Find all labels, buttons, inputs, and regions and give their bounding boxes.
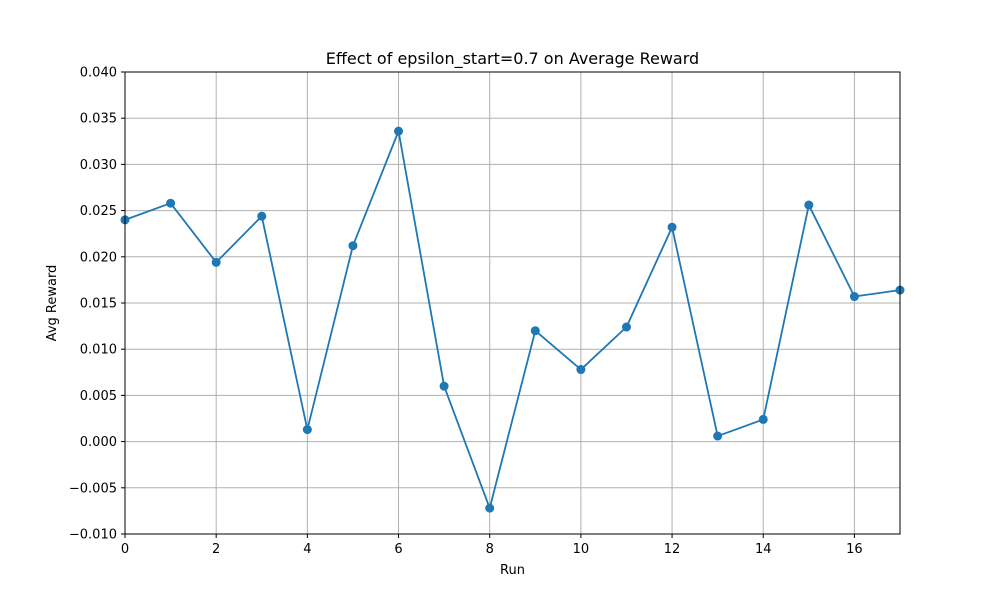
y-tick-label: 0.020 bbox=[80, 250, 117, 265]
data-point-marker bbox=[804, 200, 814, 210]
data-point-marker bbox=[713, 431, 723, 441]
y-tick-label: 0.000 bbox=[80, 435, 117, 450]
x-tick-label: 2 bbox=[212, 542, 220, 557]
x-tick-label: 12 bbox=[664, 542, 681, 557]
data-point-marker bbox=[394, 126, 404, 136]
data-point-marker bbox=[257, 211, 267, 221]
data-point-marker bbox=[576, 365, 586, 375]
data-point-marker bbox=[439, 381, 449, 391]
x-tick-label: 4 bbox=[303, 542, 311, 557]
data-point-marker bbox=[758, 414, 768, 424]
chart-title: Effect of epsilon_start=0.7 on Average R… bbox=[326, 49, 699, 69]
y-tick-label: 0.005 bbox=[80, 389, 117, 404]
x-tick-label: 0 bbox=[121, 542, 129, 557]
x-axis-title: Run bbox=[500, 563, 525, 578]
data-point-marker bbox=[302, 425, 312, 435]
series-line bbox=[124, 130, 901, 510]
y-tick-label: −0.005 bbox=[69, 481, 117, 496]
x-tick-label: 16 bbox=[846, 542, 863, 557]
x-tick-label: 10 bbox=[573, 542, 590, 557]
data-point-marker bbox=[849, 292, 859, 302]
y-tick-label: 0.010 bbox=[80, 343, 117, 358]
y-tick-label: −0.010 bbox=[69, 528, 117, 543]
grid bbox=[124, 71, 900, 535]
data-point-marker bbox=[485, 503, 495, 513]
data-point-marker bbox=[166, 198, 176, 208]
data-point-marker bbox=[348, 241, 358, 251]
data-point-marker bbox=[530, 326, 540, 336]
data-point-marker bbox=[667, 222, 677, 232]
y-tick-label: 0.015 bbox=[80, 297, 117, 312]
y-tick-label: 0.030 bbox=[80, 158, 117, 173]
y-tick-label: 0.040 bbox=[80, 66, 117, 81]
y-axis-title: Avg Reward bbox=[45, 265, 60, 342]
series-layer bbox=[120, 126, 905, 513]
x-tick-label: 14 bbox=[755, 542, 772, 557]
data-point-marker bbox=[621, 322, 631, 332]
x-tick-label: 6 bbox=[394, 542, 402, 557]
axes: 0 2 4 6 8 10 12 14 16 −0.010 −0.005 0.000 0.005 0.010… bbox=[69, 66, 901, 557]
data-point-marker bbox=[211, 257, 221, 267]
y-tick-label: 0.025 bbox=[80, 204, 117, 219]
y-tick-label: 0.035 bbox=[80, 112, 117, 127]
x-tick-label: 8 bbox=[486, 542, 494, 557]
